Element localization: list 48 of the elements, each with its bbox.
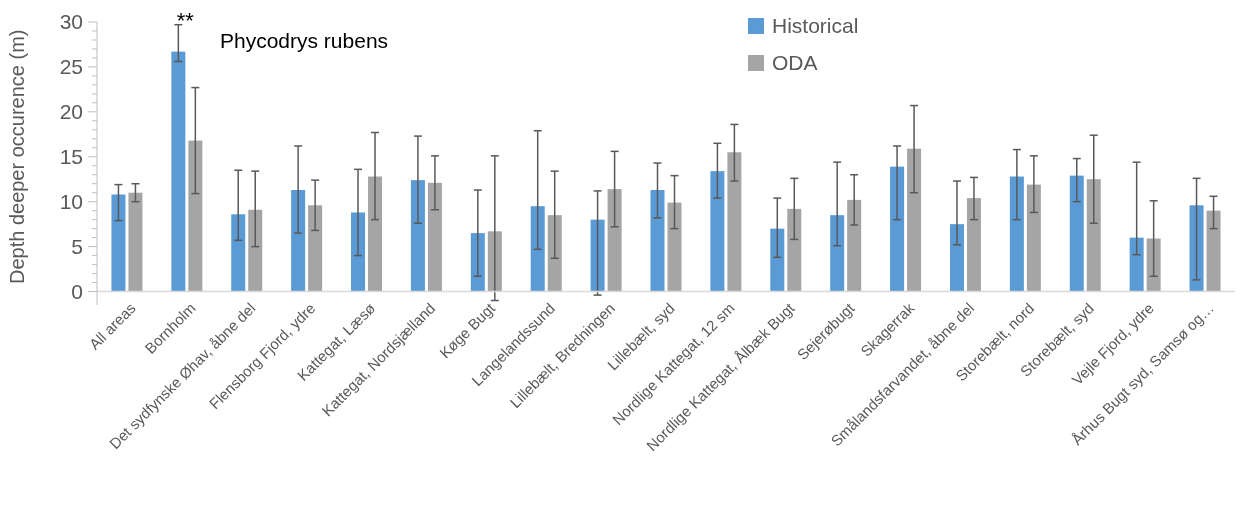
bar	[787, 208, 802, 292]
bar	[949, 224, 964, 292]
bar	[427, 182, 442, 292]
annotation: **	[176, 8, 195, 33]
bar	[231, 214, 246, 292]
bar	[308, 205, 323, 292]
bar	[966, 198, 981, 292]
bar	[607, 189, 622, 292]
bar	[351, 212, 366, 292]
bar	[171, 51, 186, 292]
legend-label: ODA	[772, 51, 818, 75]
bar	[1086, 179, 1101, 292]
bar	[530, 206, 545, 292]
bar	[410, 180, 425, 292]
bar	[1189, 205, 1204, 292]
bar	[830, 215, 845, 292]
bar	[1069, 175, 1084, 292]
bar	[291, 190, 306, 292]
y-tick-label: 10	[59, 190, 83, 214]
chart-title: Phycodrys rubens	[220, 29, 389, 52]
bar	[1009, 176, 1024, 292]
bar	[368, 176, 383, 292]
bar	[890, 166, 905, 292]
bar	[1146, 238, 1161, 292]
y-tick-label: 30	[59, 10, 83, 34]
y-tick-label: 0	[71, 279, 83, 303]
bar	[590, 219, 605, 292]
legend-label: Historical	[772, 14, 859, 38]
y-tick-label: 20	[59, 100, 83, 124]
y-axis-title: Depth deeper occurence (m)	[6, 29, 28, 285]
y-tick-label: 5	[71, 234, 83, 258]
bar	[907, 148, 922, 292]
bar	[1206, 210, 1221, 292]
bar	[667, 202, 682, 292]
bar	[1026, 184, 1041, 292]
bar	[547, 215, 562, 292]
bar	[710, 171, 725, 292]
y-tick-label: 25	[59, 55, 83, 79]
bar	[128, 192, 143, 292]
bar	[847, 199, 862, 292]
bar	[727, 152, 742, 292]
bar	[248, 209, 263, 292]
bar	[111, 194, 126, 292]
bar	[1129, 237, 1144, 292]
bar	[770, 228, 785, 292]
bar	[650, 190, 665, 292]
y-tick-label: 15	[59, 145, 83, 169]
bar	[188, 140, 203, 292]
